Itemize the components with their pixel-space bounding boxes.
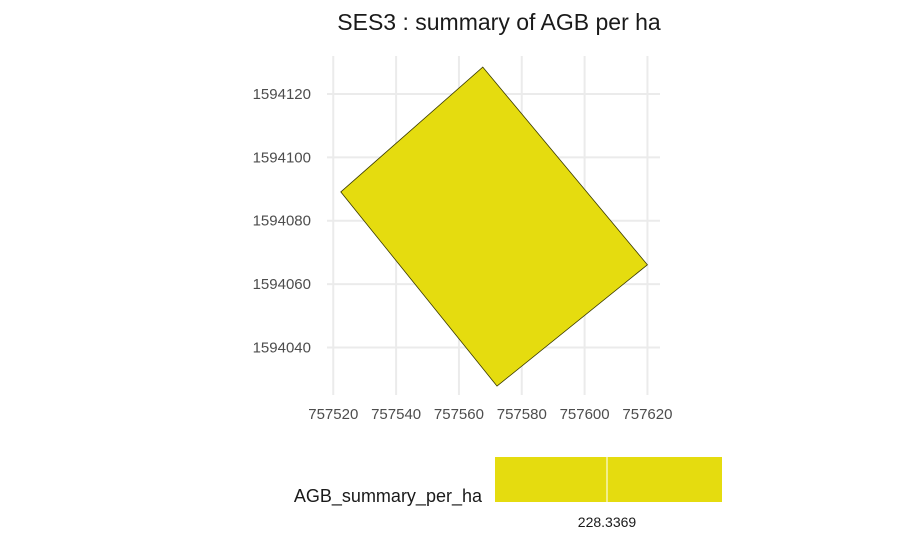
chart-title: SES3 : summary of AGB per ha [337, 9, 661, 35]
y-axis: 1594040 1594060 1594080 1594100 1594120 [253, 86, 311, 356]
x-axis: 757520 757540 757560 757580 757600 757620 [308, 406, 672, 423]
plot-polygon [340, 66, 648, 387]
x-tick-label: 757560 [434, 406, 484, 423]
legend: AGB_summary_per_ha 228.3369 [294, 457, 722, 530]
y-tick-label: 1594100 [253, 149, 311, 166]
y-tick-label: 1594060 [253, 276, 311, 293]
x-tick-label: 757540 [371, 406, 421, 423]
x-tick-label: 757580 [497, 406, 547, 423]
plot-polygons [340, 66, 648, 387]
x-tick-label: 757520 [308, 406, 358, 423]
legend-title: AGB_summary_per_ha [294, 486, 483, 507]
x-tick-label: 757600 [560, 406, 610, 423]
legend-colorbar [495, 457, 722, 502]
y-tick-label: 1594080 [253, 213, 311, 230]
y-tick-label: 1594120 [253, 86, 311, 103]
y-tick-label: 1594040 [253, 339, 311, 356]
legend-break-label: 228.3369 [578, 514, 637, 530]
x-tick-label: 757620 [622, 406, 672, 423]
